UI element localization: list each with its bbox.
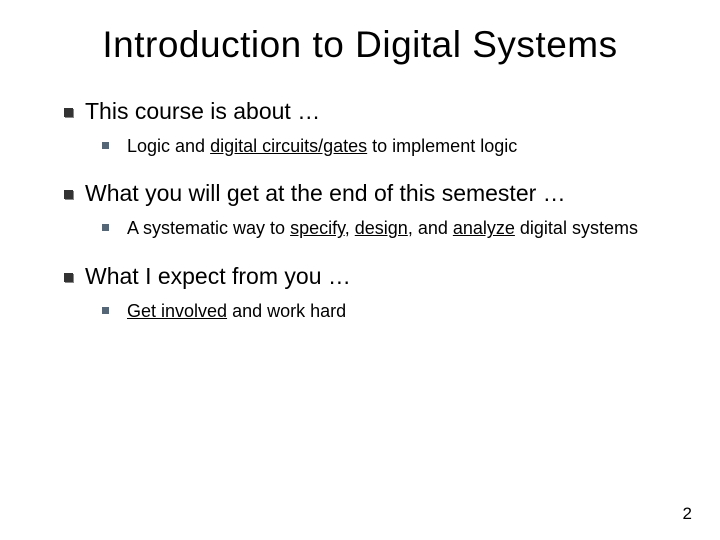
sub-list-item: Logic and digital circuits/gates to impl… [102,135,680,158]
list-item: What you will get at the end of this sem… [64,180,680,207]
square-bullet-icon [102,224,109,231]
sub-list: A systematic way to specify, design, and… [64,217,680,240]
list-item-text: This course is about … [85,98,320,125]
content-list: This course is about … Logic and digital … [40,98,680,323]
sub-list-item: A systematic way to specify, design, and… [102,217,680,240]
sub-list: Logic and digital circuits/gates to impl… [64,135,680,158]
square-bullet-icon [102,142,109,149]
slide-title: Introduction to Digital Systems [40,24,680,66]
list-item-text: What you will get at the end of this sem… [85,180,566,207]
sub-list: Get involved and work hard [64,300,680,323]
square-bullet-icon [64,190,73,199]
square-bullet-icon [102,307,109,314]
slide: Introduction to Digital Systems This cou… [0,0,720,323]
sub-list-item-text: Get involved and work hard [127,300,346,323]
square-bullet-icon [64,108,73,117]
page-number: 2 [683,504,692,524]
list-item: What I expect from you … [64,263,680,290]
square-bullet-icon [64,273,73,282]
list-item-text: What I expect from you … [85,263,351,290]
list-item: This course is about … [64,98,680,125]
sub-list-item: Get involved and work hard [102,300,680,323]
sub-list-item-text: A systematic way to specify, design, and… [127,217,638,240]
sub-list-item-text: Logic and digital circuits/gates to impl… [127,135,517,158]
